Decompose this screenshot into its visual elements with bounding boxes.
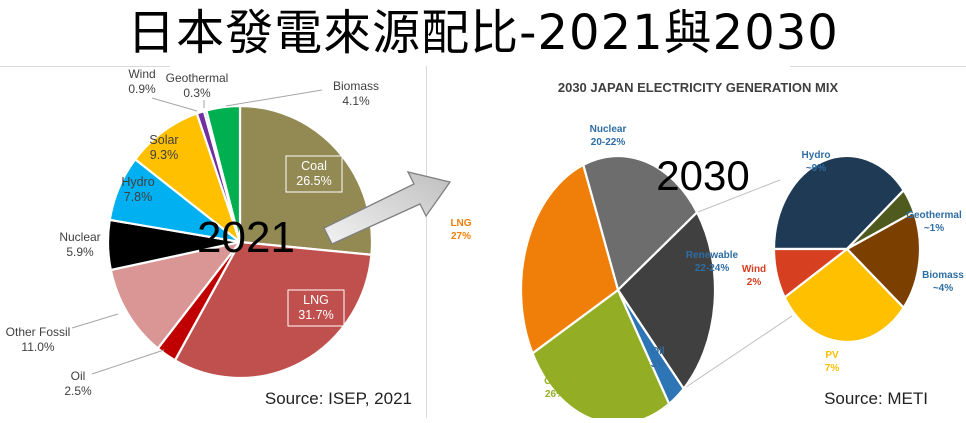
label-box-2021-lng — [287, 289, 345, 327]
leader-line-2021-other-fossil — [71, 313, 119, 329]
chart-2021-panel: Coal 26.5% LNG 31.7% Oil 2.5% Other Fossil 11.0… — [0, 66, 426, 418]
label-2021-other-fossil: Other Fossil 11.0% — [6, 325, 71, 354]
pie-2030-renewable-slice-pv — [783, 247, 906, 344]
top-divider-left — [0, 66, 170, 67]
pie-chart-2021: Coal 26.5% LNG 31.7% Oil 2.5% Other Fossil 11.0… — [6, 67, 412, 408]
label-2030-renewable-pv: PV 7% — [825, 350, 840, 374]
pie-2030-slice-lng — [519, 163, 620, 356]
label-2030-coal: Coal 26% — [544, 376, 566, 400]
leader-line-2021-biomass — [225, 89, 323, 107]
connector-line-bottom — [683, 315, 793, 390]
leader-line-2021-oil — [91, 349, 165, 375]
connector-line-top — [696, 179, 781, 213]
panel-divider — [426, 66, 427, 418]
page-title: 日本發電來源配比-2021與2030 — [127, 5, 839, 61]
label-2021-solar: Solar 9.3% — [149, 133, 178, 162]
label-2030-renewable-geothermal: Geothermal ~1% — [906, 210, 962, 234]
pie-2021-slice-biomass — [205, 104, 242, 243]
label-2030-renewable-biomass: Biomass ~4% — [922, 270, 964, 294]
label-2021-nuclear: Nuclear 5.9% — [59, 230, 100, 259]
label-2021-lng: LNG 31.7% — [298, 293, 333, 322]
label-2021-oil: Oil 2.5% — [64, 369, 92, 398]
pie-2021-slice-lng — [173, 240, 373, 380]
label-2021-biomass: Biomass 4.1% — [333, 79, 379, 108]
label-2030-nuclear: Nuclear 20-22% — [590, 124, 627, 148]
label-2021-wind: Wind 0.9% — [128, 67, 156, 96]
label-2030-oil: Oil 3% — [651, 346, 666, 370]
year-label-2021: 2021 — [197, 213, 295, 262]
chart-2030-panel: 2030 JAPAN ELECTRICITY GENERATION MIX Nu… — [428, 66, 966, 423]
pie-2021-slice-other-fossil — [109, 240, 243, 350]
label-2030-renewable-hydro: Hydro ~9% — [802, 150, 831, 174]
pie-chart-2030: 2030 JAPAN ELECTRICITY GENERATION MIX Nu… — [450, 80, 964, 423]
pie-2021-slice-coal — [238, 104, 374, 257]
source-label-2021: Source: ISEP, 2021 — [265, 389, 412, 408]
label-2021-geothermal: Geothermal 0.3% — [166, 71, 229, 100]
label-2030-lng: LNG 27% — [450, 218, 471, 242]
pie-2030-renewable-slice-wind — [772, 247, 851, 300]
top-divider-right — [790, 66, 966, 67]
pie-2030-renewable-slice-biomass — [845, 210, 922, 310]
pie-2030-slice-nuclear — [581, 154, 699, 293]
pie-2030-renewable-slice-hydro — [772, 154, 906, 251]
year-label-2030: 2030 — [656, 152, 749, 199]
label-2021-coal: Coal 26.5% — [296, 159, 331, 188]
chart-title-2030: 2030 JAPAN ELECTRICITY GENERATION MIX — [558, 80, 839, 95]
arrow-icon — [323, 171, 452, 245]
label-2021-hydro: Hydro 7.8% — [121, 175, 154, 204]
pie-2021-slice-solar — [133, 112, 243, 246]
label-box-2021-coal — [285, 155, 343, 193]
source-label-2030: Source: METI — [824, 389, 928, 408]
label-2030-renewable-wind: Wind 2% — [742, 264, 766, 288]
label-2030-renewable: Renewable 22-24% — [686, 250, 739, 274]
pie-2030-slice-renewable — [616, 210, 717, 391]
leader-line-2021-wind — [151, 97, 198, 112]
